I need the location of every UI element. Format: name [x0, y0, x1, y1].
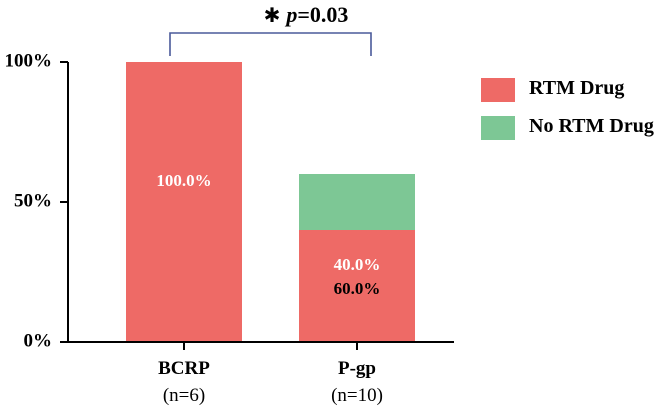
significance-label: ✱ p=0.03 [264, 2, 349, 27]
bar-label-bcrp-rtm-drug: 100.0% [156, 171, 211, 190]
legend-label-rtm-drug: RTM Drug [529, 77, 625, 99]
legend-label-no-rtm-drug: No RTM Drug [529, 115, 654, 137]
significance-bracket [169, 32, 372, 56]
bar-segment-p-gp-rtm-drug [299, 230, 415, 342]
x-tick-sublabel-bcrp: (n=6) [163, 385, 205, 406]
bars-layer [126, 62, 415, 342]
significance-star: ✱ [264, 3, 281, 27]
bar-labels-layer: 100.0% 60.0% 40.0% [156, 171, 380, 298]
x-tick-label-bcrp: BCRP [158, 358, 210, 379]
y-tick-label: 100% [5, 50, 53, 71]
bar-label-p-gp-no-rtm-drug: 60.0% [334, 279, 381, 298]
bar-label-p-gp-rtm-drug: 40.0% [334, 255, 381, 274]
legend-swatch-no-rtm-drug [481, 116, 515, 140]
y-tick-label: 0% [24, 330, 53, 351]
legend-swatch-rtm-drug [481, 78, 515, 102]
p-label: p [284, 2, 297, 27]
y-ticks-layer: 0% 50% 100% [5, 50, 68, 351]
y-tick-label: 50% [14, 190, 52, 211]
p-value: =0.03 [297, 2, 348, 27]
x-tick-label-p-gp: P-gp [338, 358, 376, 379]
x-tick-sublabel-p-gp: (n=10) [331, 385, 383, 406]
bar-segment-bcrp-rtm-drug [126, 62, 242, 342]
x-ticks-layer: BCRP (n=6) P-gp (n=10) [158, 342, 383, 406]
